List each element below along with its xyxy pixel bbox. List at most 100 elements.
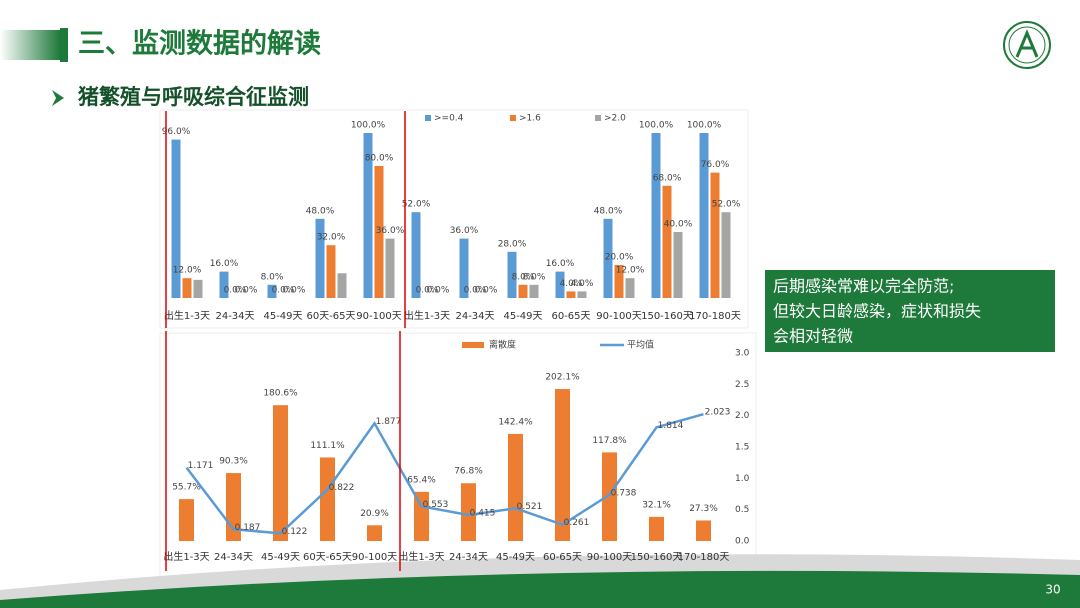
data-label: 80.0% <box>365 154 394 164</box>
data-label: 100.0% <box>639 121 674 131</box>
data-label: 48.0% <box>594 206 623 216</box>
data-label: 0.0% <box>475 286 498 296</box>
x-tick-label: 90-100天 <box>587 552 632 563</box>
bar <box>662 185 672 298</box>
data-label: 100.0% <box>351 121 386 131</box>
legend-swatch <box>595 115 601 121</box>
x-tick-label: 24-34天 <box>449 552 488 563</box>
bar <box>699 133 709 298</box>
data-label: 20.0% <box>605 253 634 263</box>
data-label: 12.0% <box>173 266 202 276</box>
data-label: 96.0% <box>162 127 191 137</box>
y2-tick-label: 0.5 <box>735 505 749 515</box>
data-label: 202.1% <box>545 373 580 383</box>
data-label: 16.0% <box>546 259 575 269</box>
data-label: 0.187 <box>235 523 261 533</box>
bar <box>179 499 194 541</box>
data-label: 142.4% <box>498 417 533 427</box>
x-tick-label: 60天-65天 <box>303 552 352 563</box>
bar <box>508 433 523 541</box>
page-number: 30 <box>1045 583 1060 597</box>
data-label: 0.738 <box>611 488 637 498</box>
y2-tick-label: 2.5 <box>735 380 749 390</box>
bar <box>363 133 373 298</box>
bar <box>555 389 570 541</box>
y2-tick-label: 2.0 <box>735 411 750 421</box>
data-label: 36.0% <box>376 226 405 236</box>
data-label: 16.0% <box>210 259 239 269</box>
data-label: 0.0% <box>224 286 247 296</box>
header-bar <box>60 28 68 62</box>
x-tick-label: 60天-65天 <box>306 311 355 322</box>
data-label: 76.0% <box>701 160 730 170</box>
x-tick-label: 24-34天 <box>455 311 494 322</box>
bar <box>337 273 347 298</box>
bar <box>507 251 517 298</box>
logo <box>1008 26 1046 64</box>
data-label: 32.0% <box>317 233 346 243</box>
data-label: 0.0% <box>416 286 439 296</box>
x-tick-label: 24-34天 <box>214 552 253 563</box>
x-tick-label: 170-180天 <box>689 311 741 322</box>
x-tick-label: 150-160天 <box>631 552 683 563</box>
x-tick-label: 170-180天 <box>678 552 730 563</box>
data-label: 0.0% <box>272 286 295 296</box>
slide-title: 三、监测数据的解读 <box>78 28 321 60</box>
bar <box>518 284 528 298</box>
data-label: 12.0% <box>616 266 645 276</box>
x-tick-label: 90-100天 <box>596 311 641 322</box>
data-label: 2.023 <box>705 408 731 418</box>
bar <box>651 133 661 298</box>
data-label: 76.8% <box>454 467 483 477</box>
subtitle: 猪繁殖与呼吸综合征监测 <box>77 85 309 109</box>
bar <box>193 279 203 298</box>
x-tick-label: 90-100天 <box>356 311 401 322</box>
bar <box>603 218 613 298</box>
chart-frame <box>159 109 749 329</box>
data-label: 48.0% <box>306 206 335 216</box>
y2-tick-label: 1.0 <box>735 474 750 484</box>
data-label: 100.0% <box>687 121 722 131</box>
chart-frame <box>159 332 757 578</box>
legend-swatch <box>462 342 484 348</box>
bar <box>315 218 325 298</box>
data-label: 1.814 <box>658 421 684 431</box>
x-tick-label: 45-49天 <box>261 552 300 563</box>
data-label: 52.0% <box>402 200 431 210</box>
data-label: 27.3% <box>689 504 718 514</box>
note-line: 会相对轻微 <box>773 327 853 346</box>
note-line: 但较大日龄感染，症状和损失 <box>773 302 981 321</box>
legend-swatch <box>510 115 516 121</box>
header-bar <box>0 30 60 60</box>
data-label: 111.1% <box>310 441 345 451</box>
y2-tick-label: 1.5 <box>735 443 749 453</box>
bar <box>710 172 720 298</box>
x-tick-label: 出生1-3天 <box>398 550 444 563</box>
data-label: 20.9% <box>360 509 389 519</box>
data-label: 4.0% <box>560 279 583 289</box>
data-label: 0.261 <box>564 518 590 528</box>
data-label: 0.415 <box>470 508 496 518</box>
data-label: 1.171 <box>188 461 214 471</box>
x-tick-label: 90-100天 <box>352 552 397 563</box>
data-label: 0.521 <box>517 502 543 512</box>
data-label: 0.553 <box>423 500 449 510</box>
data-label: 36.0% <box>450 226 479 236</box>
data-label: 0.822 <box>329 483 355 493</box>
bar <box>182 278 192 298</box>
footer-swoosh <box>0 570 1080 608</box>
data-label: 90.3% <box>219 457 248 467</box>
data-label: 0.0% <box>235 286 258 296</box>
bar <box>320 457 335 541</box>
y2-tick-label: 3.0 <box>735 349 750 359</box>
data-label: 68.0% <box>653 173 682 183</box>
data-label: 52.0% <box>712 200 741 210</box>
bar <box>267 284 277 298</box>
note-box <box>765 270 1055 352</box>
x-tick-label: 出生1-3天 <box>164 309 210 322</box>
data-label: 0.122 <box>282 527 308 537</box>
data-label: 55.7% <box>172 483 201 493</box>
data-label: 0.0% <box>283 286 306 296</box>
bar <box>673 232 683 298</box>
bar <box>374 166 384 298</box>
